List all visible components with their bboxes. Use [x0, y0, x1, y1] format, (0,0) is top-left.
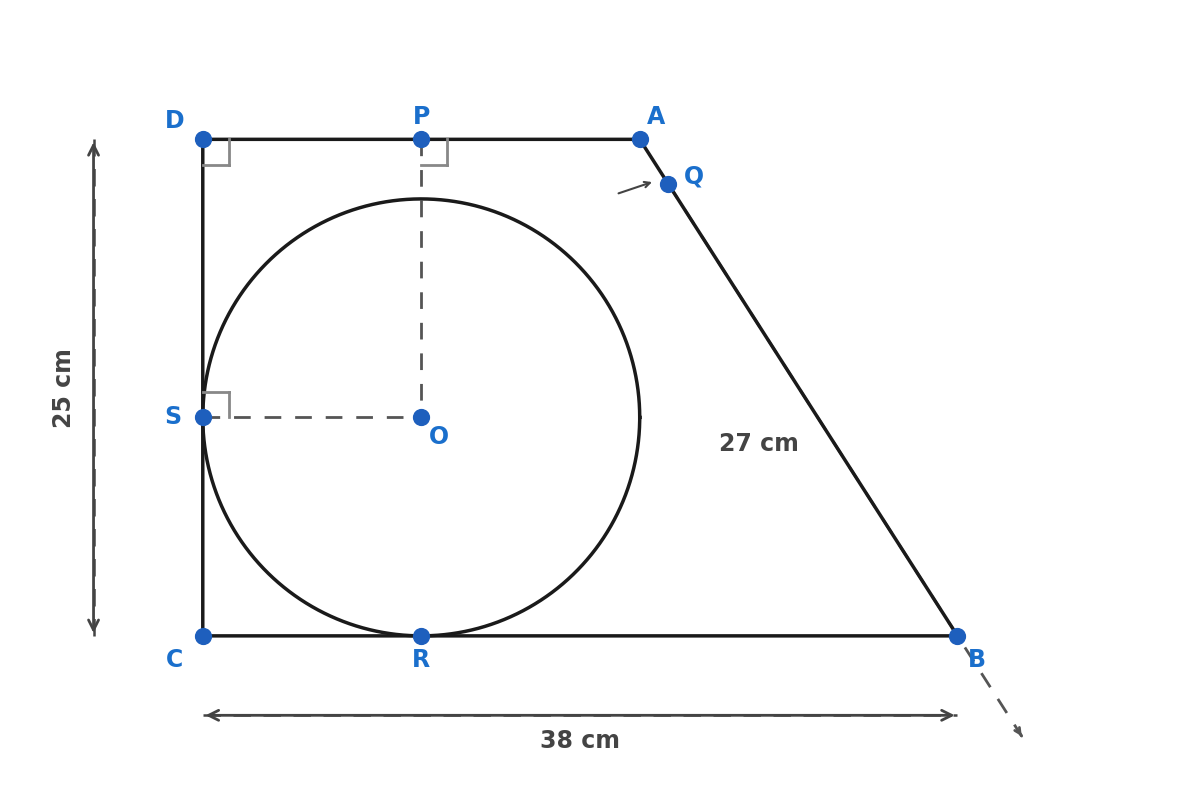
- Point: [193, 630, 212, 642]
- Text: R: R: [412, 648, 431, 671]
- Text: 27 cm: 27 cm: [720, 432, 799, 456]
- Text: B: B: [968, 648, 986, 671]
- Text: O: O: [430, 425, 449, 449]
- Point: [412, 411, 431, 424]
- Point: [630, 133, 649, 146]
- Point: [412, 133, 431, 146]
- Text: S: S: [164, 406, 181, 429]
- Point: [948, 630, 967, 642]
- Point: [193, 411, 212, 424]
- Text: C: C: [167, 648, 184, 671]
- Point: [659, 178, 678, 191]
- Text: P: P: [413, 105, 430, 130]
- Point: [193, 133, 212, 146]
- Text: A: A: [647, 105, 665, 130]
- Text: 38 cm: 38 cm: [540, 729, 620, 753]
- Text: 25 cm: 25 cm: [52, 348, 76, 427]
- Text: Q: Q: [684, 164, 704, 188]
- Point: [412, 630, 431, 642]
- Text: D: D: [166, 109, 185, 134]
